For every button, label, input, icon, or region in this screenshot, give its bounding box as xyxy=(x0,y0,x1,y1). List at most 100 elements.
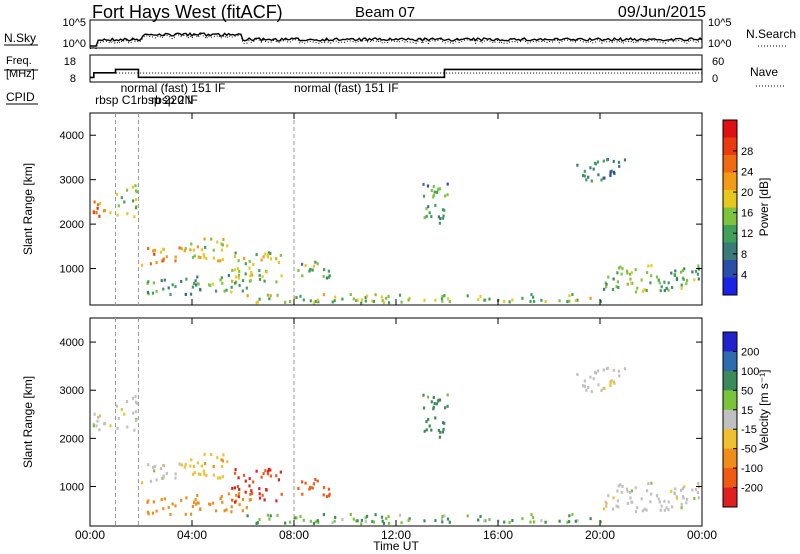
echo-cell xyxy=(162,476,165,479)
echo-cell xyxy=(233,486,236,490)
colorbar-segment xyxy=(723,190,737,208)
echo-cell xyxy=(215,289,218,293)
echo-cell xyxy=(466,514,469,518)
echo-cell xyxy=(585,388,588,392)
echo-cell xyxy=(234,251,237,255)
echo-cell xyxy=(352,297,355,301)
echo-cell xyxy=(693,278,696,282)
echo-cell xyxy=(308,269,311,273)
ytick-label: 2000 xyxy=(60,433,84,445)
echo-cell xyxy=(686,279,689,282)
echo-cell xyxy=(483,519,486,523)
echo-cell xyxy=(611,288,615,291)
echo-cell xyxy=(407,518,410,522)
echo-cell xyxy=(163,497,166,501)
echo-cell xyxy=(641,289,644,293)
echo-cell xyxy=(204,246,207,249)
echo-cell xyxy=(302,298,305,302)
echo-cell xyxy=(612,368,615,372)
echo-cell xyxy=(225,508,228,512)
echo-cell xyxy=(605,502,608,506)
echo-cell xyxy=(629,272,632,276)
echo-cell xyxy=(237,259,240,263)
echo-cell xyxy=(269,252,272,255)
echo-cell xyxy=(616,271,619,275)
echo-cell xyxy=(265,270,268,274)
echo-cell xyxy=(655,494,659,498)
echo-cell xyxy=(169,513,172,516)
velocity-colorbar: 200 100 50 15 -15 -50 -100 -200 xyxy=(722,331,763,508)
echo-cell xyxy=(650,274,653,278)
echo-cell xyxy=(269,257,272,261)
echo-cell xyxy=(235,493,238,497)
echo-cell xyxy=(244,479,247,483)
echo-cell xyxy=(657,497,660,501)
echo-cell xyxy=(97,203,100,207)
echo-cell xyxy=(297,487,300,490)
echo-cell xyxy=(238,503,241,507)
echo-cell xyxy=(95,424,98,428)
echo-cell xyxy=(299,515,302,518)
echo-cell xyxy=(223,509,226,513)
echo-cell xyxy=(248,266,251,270)
echo-cell xyxy=(312,264,315,268)
echo-cell xyxy=(583,384,586,388)
echo-cell xyxy=(607,275,610,279)
echo-cell xyxy=(311,486,314,490)
echo-cell xyxy=(248,477,251,481)
echo-cell xyxy=(152,465,155,469)
echo-cell xyxy=(387,294,390,298)
echo-cell xyxy=(230,285,233,289)
echo-cell xyxy=(443,294,446,298)
echo-cell xyxy=(425,214,428,218)
echo-cell xyxy=(432,185,435,188)
echo-cell xyxy=(334,295,337,299)
echo-cell xyxy=(372,520,376,524)
echo-cell xyxy=(269,294,272,298)
echo-cell xyxy=(174,259,177,263)
echo-cell xyxy=(297,269,300,272)
echo-cell xyxy=(237,476,240,480)
echo-cell xyxy=(147,463,150,467)
echo-cell xyxy=(381,519,384,523)
echo-cell xyxy=(174,255,177,259)
echo-cell xyxy=(217,259,220,263)
colorbar-tick-label: 200 xyxy=(741,346,759,358)
echo-cell xyxy=(304,264,307,268)
echo-cell xyxy=(268,517,271,521)
echo-cell xyxy=(612,380,615,384)
echo-cell xyxy=(260,258,263,262)
echo-cell xyxy=(446,393,449,397)
echo-cell xyxy=(219,476,222,480)
echo-cell xyxy=(210,453,213,456)
echo-cell xyxy=(261,493,264,497)
echo-cell xyxy=(630,489,633,493)
echo-cell xyxy=(617,266,620,270)
echo-cell xyxy=(382,521,385,525)
echo-cell xyxy=(371,520,374,524)
echo-cell xyxy=(220,458,223,462)
echo-cell xyxy=(244,490,247,494)
echo-cell xyxy=(180,247,183,251)
echo-cell xyxy=(540,519,543,523)
echo-cell xyxy=(441,216,444,220)
echo-cell xyxy=(152,281,155,285)
echo-cell xyxy=(203,472,206,476)
echo-cell xyxy=(174,472,177,476)
echo-cell xyxy=(670,489,673,493)
echo-cell xyxy=(147,499,150,503)
echo-cell xyxy=(193,471,196,475)
echo-cell xyxy=(610,379,613,383)
echo-cell xyxy=(309,519,312,523)
echo-cell xyxy=(674,487,677,491)
echo-cell xyxy=(221,281,224,285)
echo-cell xyxy=(576,372,579,376)
echo-cell xyxy=(249,274,252,278)
power-echo-cells xyxy=(92,158,700,305)
echo-cell xyxy=(258,269,261,273)
echo-cell xyxy=(289,300,292,303)
cpid-program-label: normal (fast) 151 IF xyxy=(121,81,226,95)
echo-cell xyxy=(216,240,219,244)
echo-cell xyxy=(189,464,192,468)
nsearch-tick-bottom: 10^0 xyxy=(708,38,732,50)
